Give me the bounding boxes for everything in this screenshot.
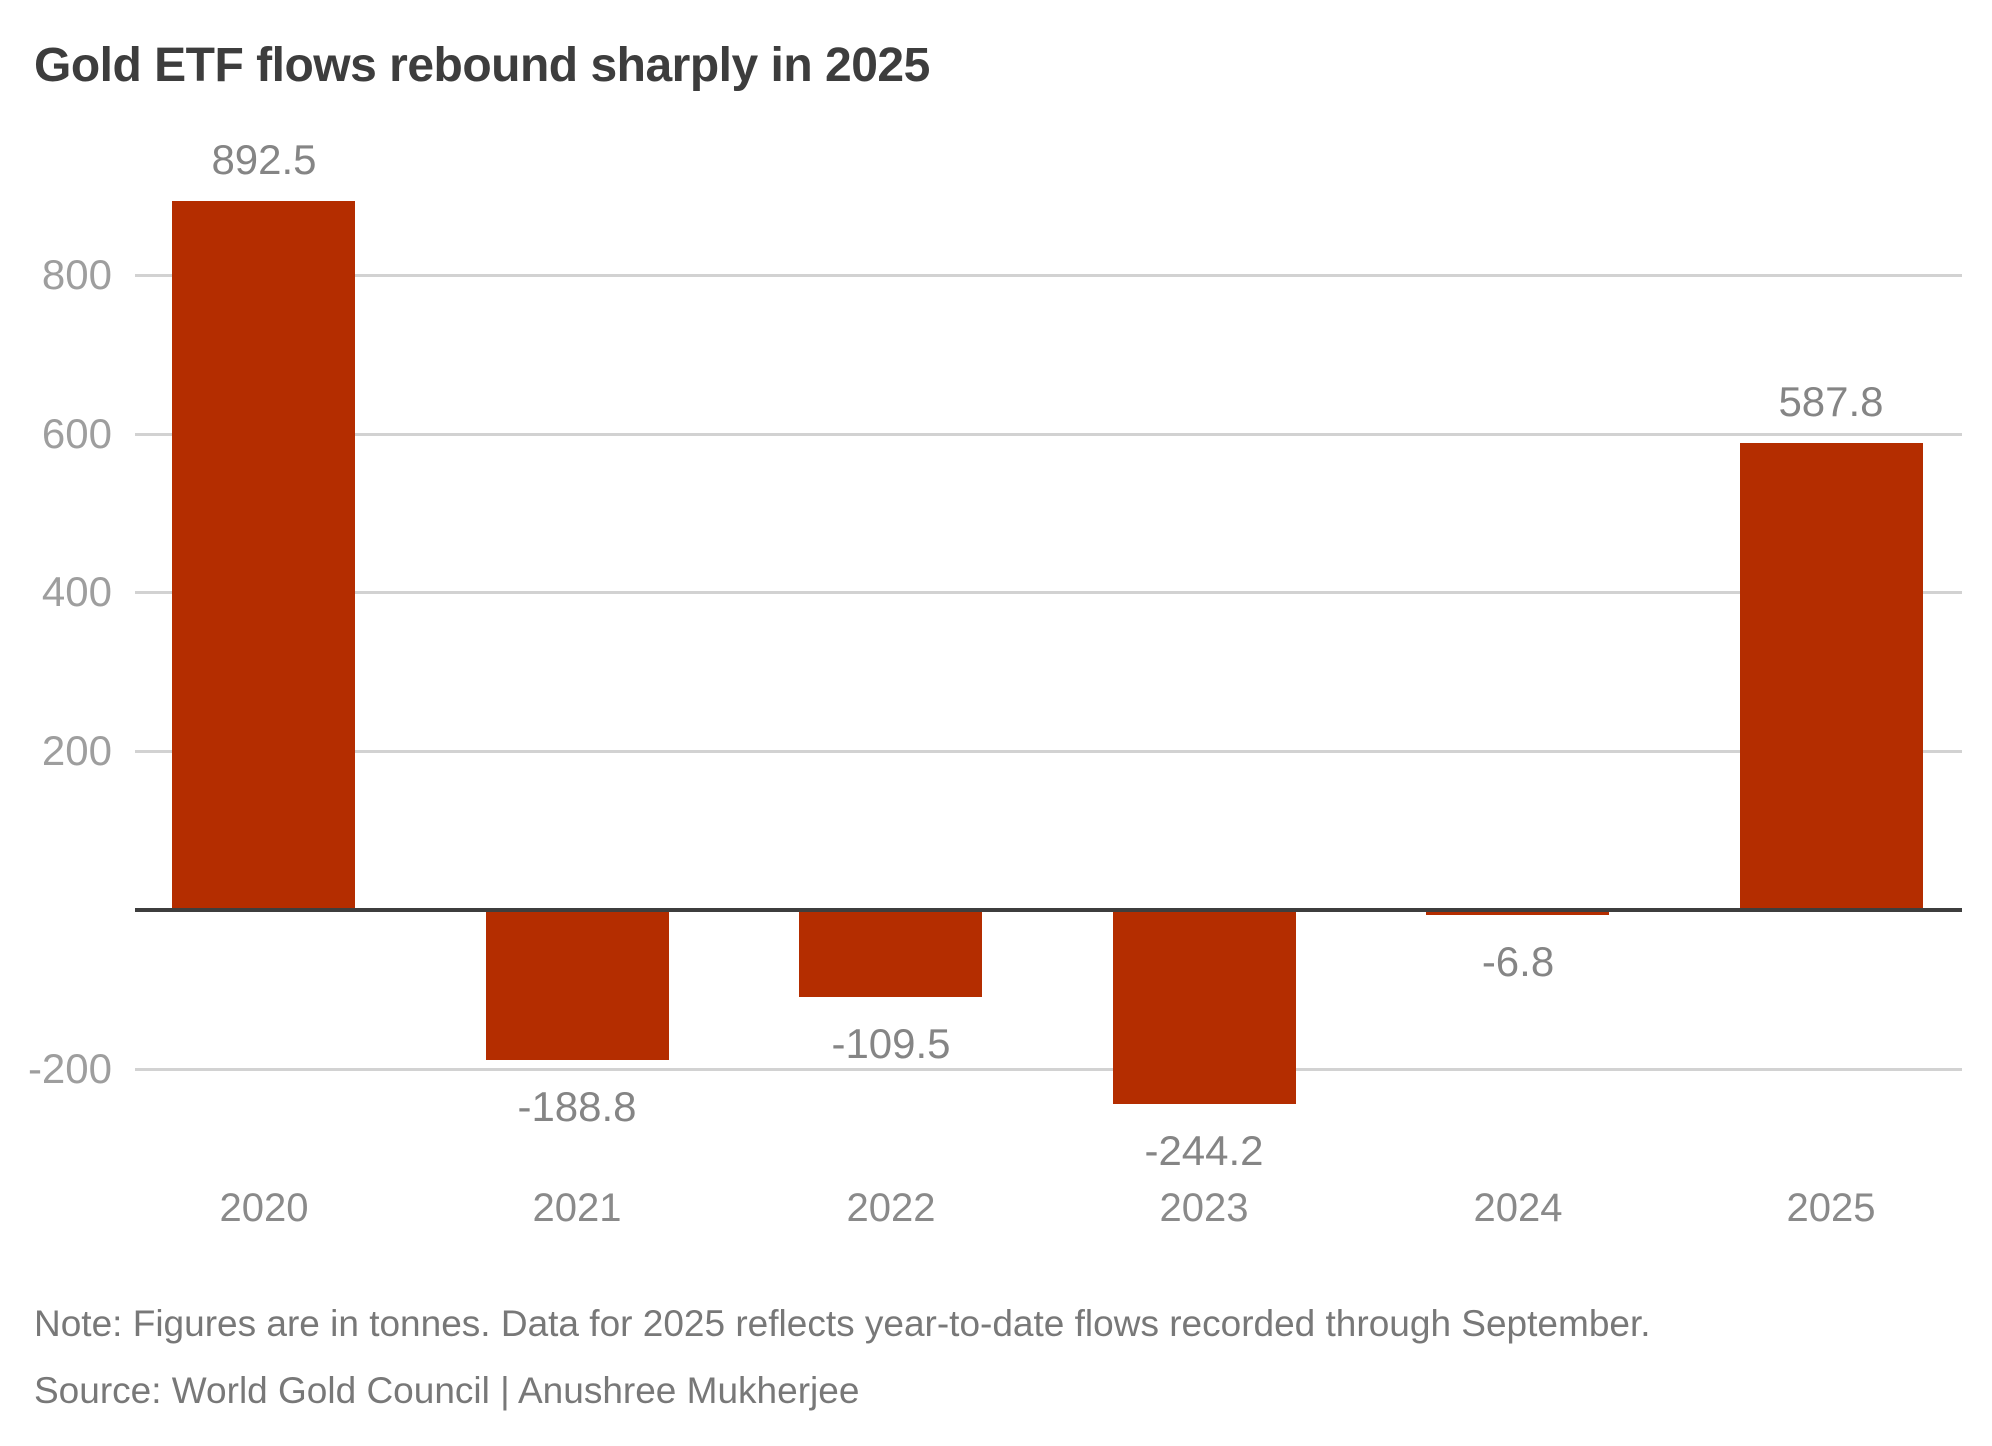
chart-title: Gold ETF flows rebound sharply in 2025: [34, 39, 930, 92]
chart-note: Note: Figures are in tonnes. Data for 20…: [34, 1303, 1651, 1344]
bar-2022: [799, 910, 982, 997]
x-tick-2022: 2022: [846, 1186, 936, 1230]
bar-2023: [1113, 910, 1296, 1104]
value-label-2020: 892.5: [211, 136, 317, 183]
gridline-200: [135, 750, 1962, 753]
bar-2025: [1740, 443, 1923, 910]
x-axis-zero-line: [135, 908, 1962, 912]
y-tick-200: 200: [41, 727, 112, 774]
y-tick--200: -200: [27, 1045, 112, 1092]
value-label-2023: -244.2: [1144, 1127, 1264, 1174]
x-tick-2023: 2023: [1159, 1186, 1249, 1230]
bar-2021: [486, 910, 669, 1060]
x-tick-2025: 2025: [1786, 1186, 1876, 1230]
x-tick-2020: 2020: [219, 1186, 309, 1230]
x-tick-2021: 2021: [532, 1186, 622, 1230]
value-label-2024: -6.8: [1481, 938, 1555, 985]
gridline-600: [135, 433, 1962, 436]
bar-2020: [172, 201, 355, 910]
value-label-2022: -109.5: [831, 1020, 951, 1067]
chart-source: Source: World Gold Council | Anushree Mu…: [34, 1370, 860, 1411]
gridline--200: [135, 1068, 1962, 1071]
y-tick-800: 800: [41, 251, 112, 298]
gridline-800: [135, 274, 1962, 277]
y-tick-400: 400: [41, 568, 112, 615]
value-label-2021: -188.8: [517, 1083, 637, 1130]
bar-2024: [1426, 910, 1609, 915]
x-tick-2024: 2024: [1473, 1186, 1563, 1230]
gridline-400: [135, 591, 1962, 594]
value-label-2025: 587.8: [1778, 378, 1884, 425]
y-tick-600: 600: [41, 410, 112, 457]
